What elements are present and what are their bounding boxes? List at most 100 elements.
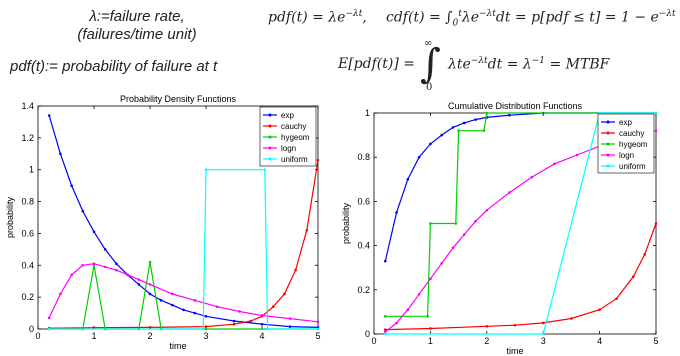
series-point-exp [508,113,511,117]
series-point-logn [171,292,174,296]
cdf-upper-limit: t [458,9,462,19]
series-point-exp [429,142,432,146]
series-point-logn [148,283,152,286]
legend-marker-hygeom [606,142,610,146]
series-point-exp [148,292,152,296]
series-point-hygeom [148,260,152,264]
x-tick-label: 5 [653,336,658,346]
series-point-logn [429,277,432,281]
series-point-exp [474,118,477,121]
lambda-definition: λ:=failure rate, (failures/time unit) [32,8,242,44]
series-point-uniform [204,168,208,172]
pdf-formula-exponent: −λt [345,9,363,19]
legend-label-uniform: uniform [619,162,646,171]
expectation-formula-text-d: = MTBF [545,56,610,73]
legend-marker-logn [268,146,272,150]
x-tick-label: 3 [203,331,208,341]
series-point-logn [451,246,455,250]
series-point-cauchy [249,319,253,323]
series-point-exp [232,319,236,323]
series-point-logn [47,316,51,320]
integral-sign: ∫ [420,41,441,87]
series-point-cauchy [598,308,601,311]
series-point-cauchy [305,228,309,232]
legend-label-logn: logn [619,151,634,160]
series-point-exp [204,314,208,318]
expectation-formula-text-c: dt = λ [487,56,532,73]
cdf-formula-text-a: cdf(t) = ∫ [386,9,453,26]
series-point-exp [462,121,466,125]
series-point-logn [126,273,129,277]
series-point-logn [288,317,292,320]
y-axis-label: probability [5,196,15,238]
series-point-cauchy [632,275,635,278]
y-tick-label: 0 [365,329,370,339]
series-point-cauchy [383,328,387,331]
legend-label-uniform: uniform [281,155,308,164]
series-point-exp [395,211,398,214]
series-point-exp [59,152,62,156]
series-point-exp [440,133,443,137]
expectation-exponent: −λt [470,56,488,66]
legend-label-cauchy: cauchy [281,122,306,131]
series-point-exp [288,325,292,328]
x-tick-label: 5 [315,331,320,341]
series-point-exp [115,262,118,265]
series-point-hygeom [482,129,486,132]
legend-marker-exp [606,120,610,124]
series-line-uniform [385,112,656,335]
y-axis-label: probability [341,202,351,244]
x-tick-label: 4 [259,331,264,341]
y-tick-label: 0.6 [21,228,34,238]
chart-title: Probability Density Functions [120,94,237,104]
series-point-exp [383,259,387,263]
x-tick-label: 2 [147,331,152,341]
x-axis-label: time [169,341,186,351]
series-point-logn [406,308,410,311]
series-point-cauchy [271,305,275,308]
series-point-logn [59,292,62,296]
series-point-hygeom [457,129,460,132]
pdf-formula: pdf(t) = λe−λt, [268,9,367,26]
legend-label-cauchy: cauchy [619,129,644,138]
series-point-uniform [383,332,387,336]
x-tick-label: 2 [484,336,489,346]
series-point-cauchy [541,321,545,325]
cdf-formula-exponent-b: −λt [479,9,496,19]
series-point-uniform [263,168,267,172]
series-point-hygeom [454,222,458,225]
series-point-logn [316,320,320,324]
series-point-uniform [654,111,658,115]
y-tick-label: 0.2 [357,285,370,295]
legend-marker-exp [268,113,272,117]
cdf-formula-text-b: λe [461,9,479,26]
series-point-cauchy [615,297,618,300]
series-point-exp [193,311,197,315]
series-line-hygeom [385,112,656,317]
y-tick-label: 0.8 [357,152,370,162]
legend-label-hygeom: hygeom [619,140,648,149]
series-point-logn [383,330,387,334]
pdf-definition: pdf(t):= probability of failure at t [10,58,218,75]
series-point-logn [654,129,658,132]
series-point-cauchy [316,158,320,162]
series-point-exp [47,114,51,117]
expectation-lower-limit: 0 [426,82,433,93]
series-point-logn [575,153,579,157]
cdf-formula-text-c: dt = p[pdf ≤ t] = 1 − e [495,9,659,26]
expectation-upper-limit: ∞ [424,38,433,49]
x-tick-label: 1 [91,331,96,341]
cdf-lower-limit: 0 [452,18,459,29]
series-point-cauchy [570,317,573,320]
y-tick-label: 0.6 [357,196,370,206]
series-point-cauchy [294,268,297,272]
y-tick-label: 1.2 [21,133,34,143]
series-point-uniform [316,327,320,331]
series-point-uniform [266,327,269,331]
series-point-exp [451,126,455,129]
series-point-exp [70,184,73,187]
legend-label-logn: logn [281,144,296,153]
series-point-hygeom [383,315,387,318]
series-point-logn [238,310,241,313]
series-point-cauchy [429,327,432,330]
